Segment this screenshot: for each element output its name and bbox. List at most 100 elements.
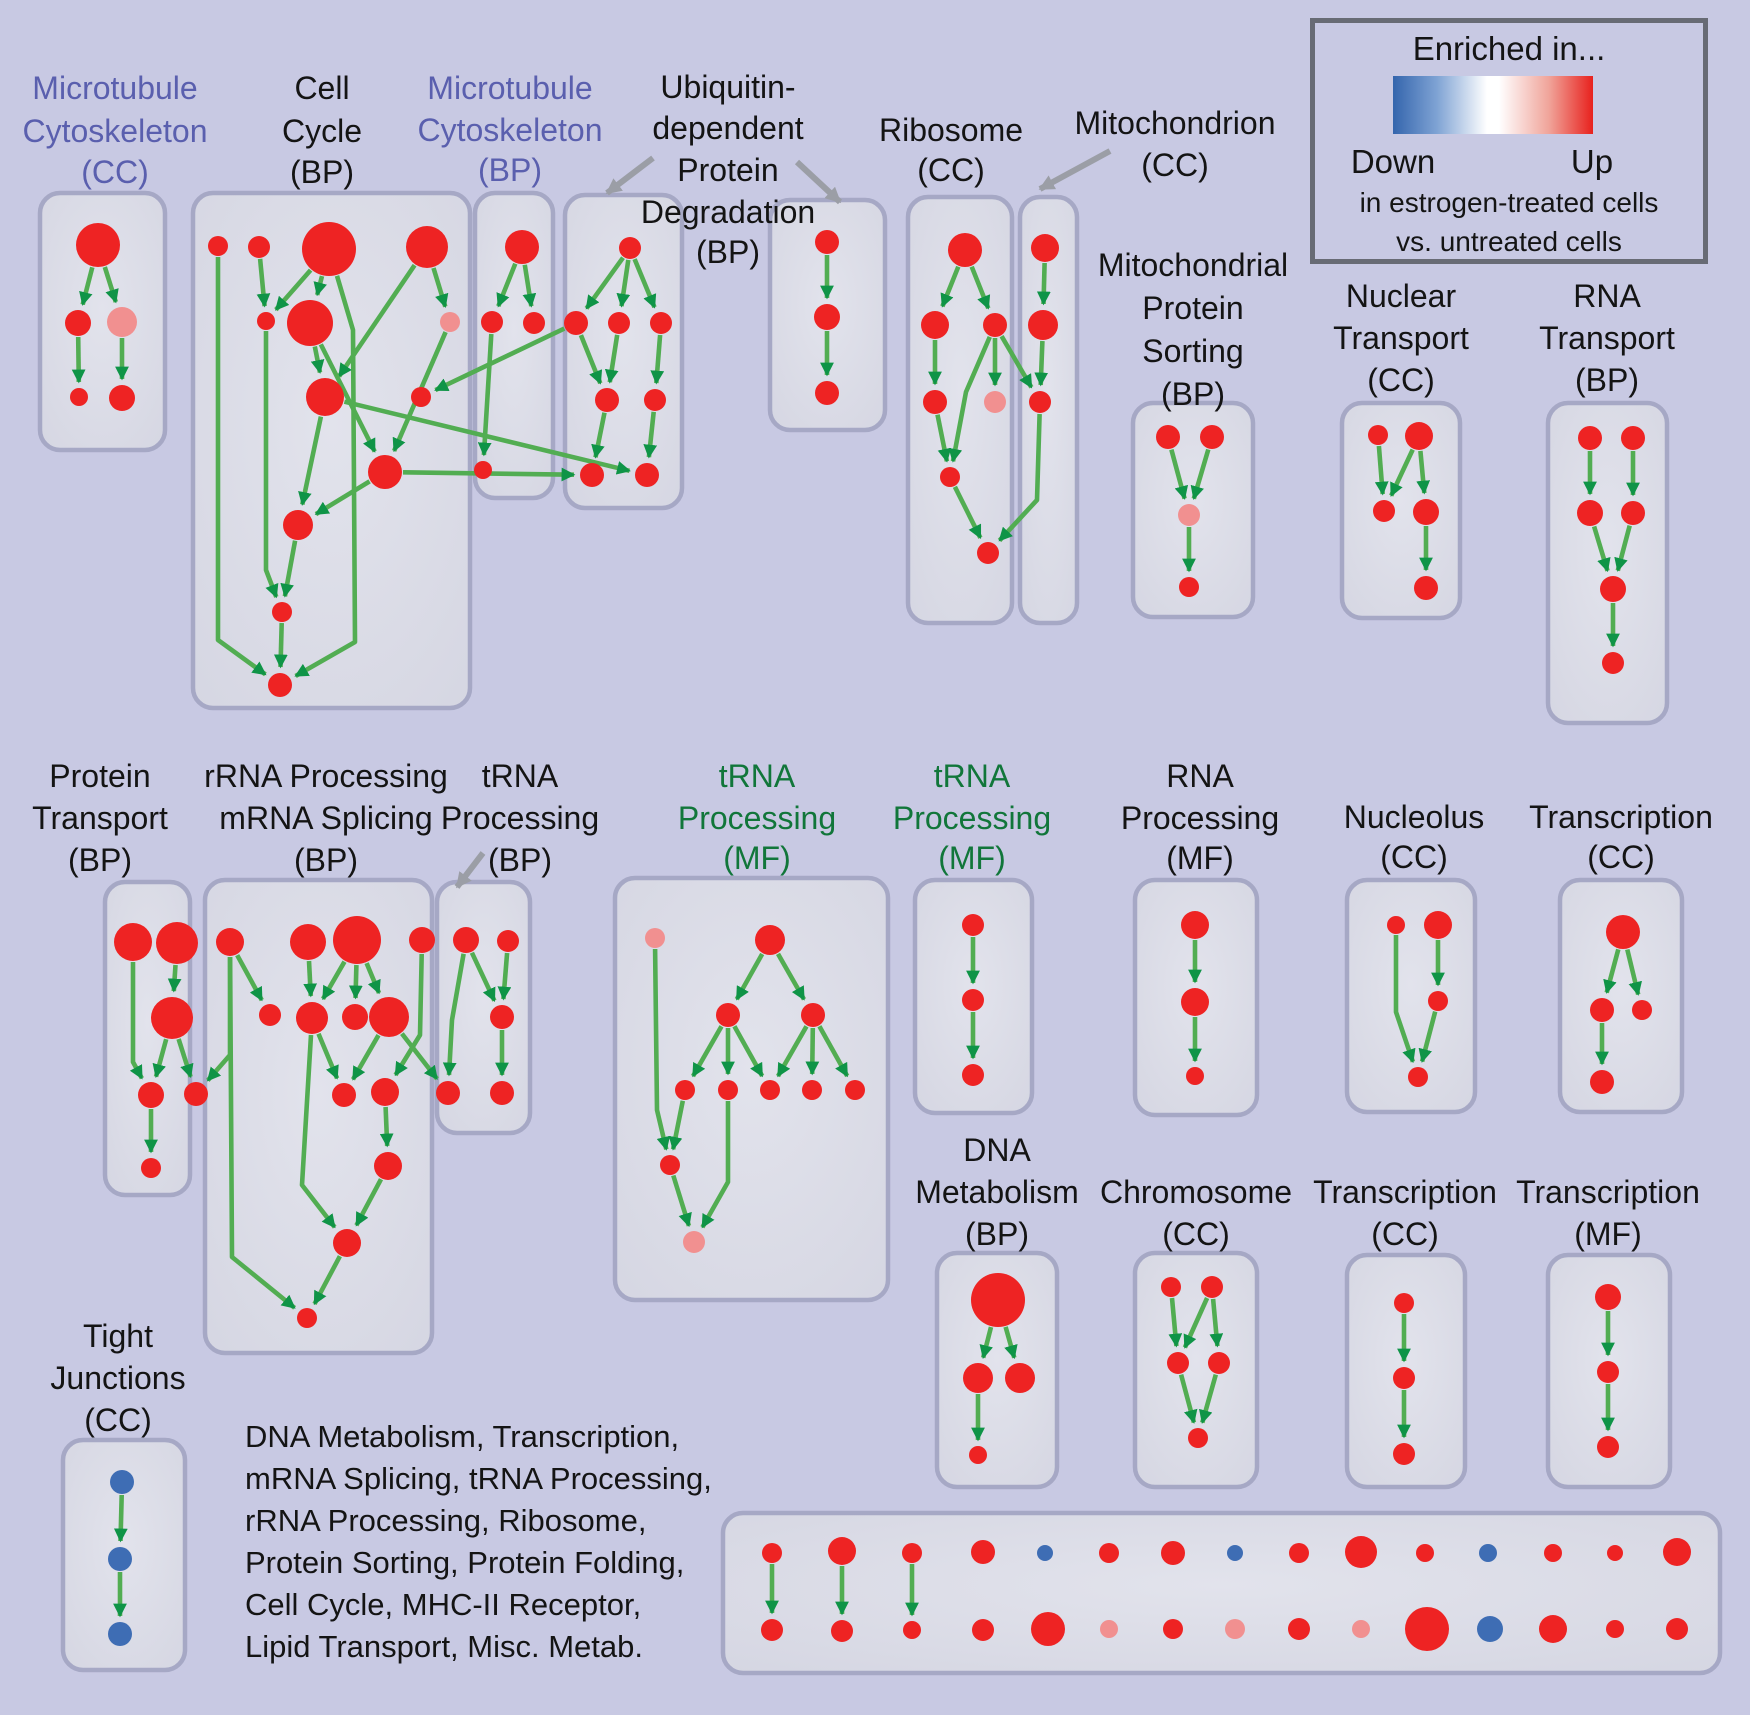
ubiquitin-edge-5 (650, 334, 665, 385)
trna-mf-label: tRNA (719, 758, 796, 794)
rrna-edge-5 (393, 953, 424, 1077)
nucleolus-label: Nucleolus (1344, 799, 1485, 835)
trna-mf-node-6 (760, 1080, 780, 1100)
trna-bp-node-2 (490, 1005, 514, 1029)
microtubule-bp-label: (BP) (478, 152, 542, 188)
microtubule-bp-edge-1 (522, 264, 537, 308)
nucleolus-node-2 (1428, 991, 1448, 1011)
trna-mf-edge-5 (732, 1025, 765, 1078)
transcription-cc-box (1557, 877, 1685, 1115)
mito-sorting-label: Sorting (1142, 333, 1243, 369)
legend-gradient-bar (1393, 76, 1593, 134)
dna-metabolism-edge-1 (1003, 1326, 1018, 1360)
mitochondrion-label: (CC) (1141, 147, 1209, 183)
rrna-edge-11 (312, 1255, 342, 1306)
ribosome-label: Ribosome (879, 112, 1023, 148)
cell-cycle-edge-12 (263, 331, 279, 599)
dna-metabolism-node-0 (971, 1273, 1025, 1327)
cell-cycle-edge-10 (298, 416, 324, 506)
mitochondrion-label: Mitochondrion (1075, 105, 1276, 141)
cell-cycle-node-12 (268, 673, 292, 697)
rrna-node-3 (409, 927, 435, 953)
ribosome-node-1 (921, 311, 949, 339)
rrna-edge-0 (235, 954, 264, 1002)
protein-transport-node-4 (184, 1082, 208, 1106)
transcription-cc-edge-0 (1603, 948, 1621, 994)
rrna-label: mRNA Splicing (219, 800, 432, 836)
rrna-edge-4 (364, 962, 382, 995)
nuclear-transport-edge-2 (1416, 450, 1431, 495)
microtubule-bp-label: Cytoskeleton (418, 112, 603, 148)
ubiquitin-edge-3 (578, 334, 603, 385)
misc-node-10 (1416, 1544, 1434, 1562)
nuclear-transport-label: Nuclear (1346, 278, 1457, 314)
misc-node-26 (1477, 1616, 1503, 1642)
nucleolus-node-1 (1424, 911, 1452, 939)
protein-transport-edge-1 (167, 964, 182, 993)
cell-cycle-edge-14 (273, 622, 288, 669)
ribosome-edge-1 (969, 265, 991, 310)
cell-cycle-label: Cell (294, 70, 349, 106)
mito-sorting-node-2 (1178, 504, 1200, 526)
mitochondrion-node-0 (1031, 234, 1059, 262)
protein-transport-edge-2 (152, 1038, 169, 1079)
chromosome-node-3 (1208, 1352, 1230, 1374)
tight-junctions-label: Junctions (50, 1360, 185, 1396)
rna-transport-label: Transport (1539, 320, 1675, 356)
chromosome-node-0 (1161, 1277, 1181, 1297)
mito-sorting-node-1 (1200, 425, 1224, 449)
ribosome-edge-5 (948, 335, 992, 463)
transcription-mf-label: Transcription (1516, 1174, 1700, 1210)
trna-mf-node-7 (802, 1080, 822, 1100)
transcription-cc-edge-1 (1625, 948, 1642, 996)
ubiquitin-node-6 (580, 463, 604, 487)
ubiquitin-label: Degradation (641, 194, 815, 230)
cross-edge-cell-cycle-to-ubiquitin (343, 399, 631, 475)
microtubule-cc-label: (CC) (81, 154, 149, 190)
rrna-node-9 (371, 1078, 399, 1106)
rna-processing-label: Processing (1121, 800, 1279, 836)
rrna-edge-7 (351, 1034, 381, 1081)
trna-mf-2-node-0 (962, 914, 984, 936)
ubiquitin-node-0 (619, 237, 641, 259)
ribosome-label: (CC) (917, 152, 985, 188)
misc-node-20 (1100, 1620, 1118, 1638)
trna-mf-label: Processing (678, 800, 836, 836)
rrna-node-5 (296, 1002, 328, 1034)
rrna-node-7 (369, 997, 409, 1037)
rrna-node-0 (216, 928, 244, 956)
mito-sorting-node-0 (1156, 425, 1180, 449)
misc-node-23 (1288, 1618, 1310, 1640)
rrna-edge-3 (348, 964, 363, 1000)
dna-metabolism-node-2 (1005, 1363, 1035, 1393)
microtubule-cc-label: Microtubule (32, 70, 197, 106)
rna-transport-label: (BP) (1575, 362, 1639, 398)
ubiquitin-edge-7 (643, 411, 658, 459)
cell-cycle-node-9 (368, 455, 402, 489)
edges (71, 255, 1642, 1618)
misc-node-12 (1544, 1544, 1562, 1562)
tight-junctions-node-2 (108, 1622, 132, 1646)
misc-node-18 (972, 1619, 994, 1641)
misc-node-3 (971, 1540, 995, 1564)
tight-junctions-node-1 (108, 1547, 132, 1571)
ubiquitin-label: dependent (652, 110, 803, 146)
transcription-cc-2-node-0 (1394, 1293, 1414, 1313)
microtubule-bp-box (472, 190, 556, 501)
cell-cycle-label: Cycle (282, 113, 362, 149)
misc-node-5 (1099, 1543, 1119, 1563)
label-arrow-mitochondrion (1038, 148, 1112, 192)
trna-mf-2-node-1 (962, 989, 984, 1011)
ubiquitin-chain-node-1 (814, 304, 840, 330)
rna-transport-edge-3 (1614, 525, 1632, 572)
tight-junctions-node-0 (110, 1470, 134, 1494)
misc-node-27 (1539, 1615, 1567, 1643)
trna-bp-label: (BP) (488, 842, 552, 878)
footnote-category-list: DNA Metabolism, Transcription, mRNA Spli… (245, 1416, 712, 1668)
rrna-node-8 (332, 1083, 356, 1107)
ubiquitin-node-3 (650, 312, 672, 334)
cell-cycle-edge-3 (313, 275, 327, 297)
dna-metabolism-node-1 (963, 1363, 993, 1393)
transcription-cc-label: (CC) (1587, 839, 1655, 875)
chromosome-node-1 (1201, 1276, 1223, 1298)
